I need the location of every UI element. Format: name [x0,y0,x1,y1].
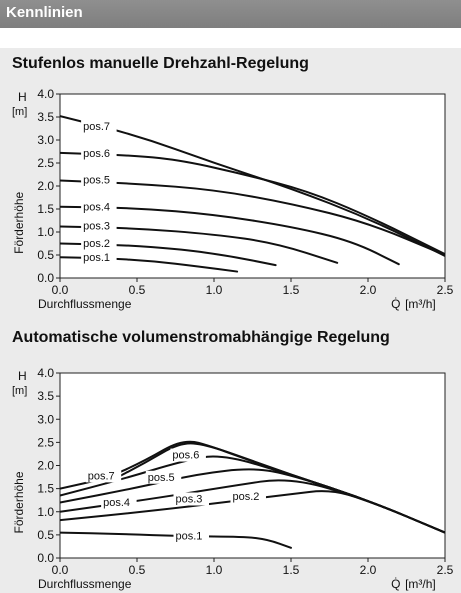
chart1-ytick-label: 2.0 [37,179,54,193]
chart2-series-label-bg [85,469,122,483]
chart2-ytick-label: 4.0 [37,366,54,380]
chart1-xtick-label: 1.0 [206,283,223,297]
chart2-ytick-label: 3.5 [37,389,54,403]
chart2-series-label-bg [170,448,206,462]
chart2-series-label-pos4: pos.4 [103,497,130,509]
chart1-xtick-label: 0.0 [52,283,69,297]
chart2-ytick-label: 0.5 [37,528,54,542]
chart1-ylabel: Förderhöhe [12,191,26,253]
chart1-ytick-label: 4.0 [37,87,54,101]
chart1-xlabel-symbol: Q̇ [391,297,400,311]
chart2-xlabel: Durchflussmenge [38,577,132,591]
chart2-ytick-label: 2.0 [37,459,54,473]
chart1-ytick-label: 1.5 [37,202,54,216]
chart2-ylabel-unit: [m] [12,385,27,397]
chart1-ytick-label: 0.5 [37,248,54,262]
chart2-automatic-flow-control: 0.0 0.5 1.0 1.5 2.0 2.5 3.0 3.5 4.0 0.0 0.5 1.0 1.5 2… [12,366,454,591]
chart2-series-label-pos7: pos.7 [88,470,115,482]
chart2-ytick-label: 2.5 [37,435,54,449]
chart2-series-label-bg [145,470,182,484]
chart2-ytick-label: 0.0 [37,551,54,565]
chart1-series-label-bg [81,200,117,214]
chart1-xtick-label: 1.5 [283,283,300,297]
chart2-series-label-pos2: pos.2 [232,491,259,503]
header-bar: Kennlinien [0,0,461,28]
chart2-title: Automatische volumenstromabhängige Regel… [12,329,390,346]
chart1-ylabel-symbol: H [18,90,27,104]
chart1-title: Stufenlos manuelle Drehzahl-Regelung [12,55,309,72]
chart2-series-label-pos5: pos.5 [148,472,175,484]
chart2-ylabel-symbol: H [18,369,27,383]
chart2-xtick-label: 1.5 [283,563,300,577]
chart1-series-label-bg [81,173,117,187]
chart2-series-label-pos6: pos.6 [172,450,199,462]
header-title: Kennlinien [6,4,83,21]
chart2-xlabel-symbol: Q̇ [391,577,400,591]
chart1-plot-area [59,93,446,279]
chart1-series-label-bg [81,119,117,133]
chart1-series-pos1-line [60,256,239,273]
chart1-xlabel: Durchflussmenge [38,297,132,311]
chart2-ytick-label: 1.0 [37,505,54,519]
chart1-series-label-pos5: pos.5 [83,175,110,187]
chart2-series-label-bg [101,496,137,510]
chart2-xtick-label: 2.5 [437,563,454,577]
chart1-series-label-pos4: pos.4 [83,201,110,213]
chart2-series-pos1-line [60,531,292,549]
chart1-xlabel-unit: [m³/h] [405,297,436,311]
chart1-xtick-label: 2.5 [437,283,454,297]
chart1-ytick-label: 0.0 [37,271,54,285]
chart1-series-label-pos3: pos.3 [83,221,110,233]
chart2-ytick-label: 3.0 [37,412,54,426]
chart2-series-label-bg [230,490,266,504]
chart1-series-label-pos1: pos.1 [83,252,110,264]
chart1-series-label-bg [81,250,117,264]
chart2-xtick-label: 0.0 [52,563,69,577]
chart1-manual-speed-control: 0.0 0.5 1.0 1.5 2.0 2.5 3.0 3.5 4.0 0.0 0.5 1.0 1.5 2… [12,87,454,311]
chart1-ytick-label: 2.5 [37,156,54,170]
chart2-series-label-pos1: pos.1 [176,531,203,543]
chart1-ytick-label: 1.0 [37,225,54,239]
chart1-ylabel-unit: [m] [12,106,27,118]
chart1-series-label-bg [81,237,117,251]
chart2-series-label-pos3: pos.3 [176,494,203,506]
chart2-xtick-label: 1.0 [206,563,223,577]
chart1-ytick-label: 3.0 [37,133,54,147]
chart1-series-label-pos7: pos.7 [83,121,110,133]
chart2-xtick-label: 0.5 [129,563,146,577]
header-separator [0,28,461,48]
chart2-series-label-bg [173,529,209,543]
chart2-ylabel: Förderhöhe [12,471,26,533]
chart1-series-label-pos2: pos.2 [83,238,110,250]
chart2-plot-area [59,372,446,559]
chart1-series-label-pos6: pos.6 [83,148,110,160]
chart2-xlabel-unit: [m³/h] [405,577,436,591]
chart2-series-label-bg [173,492,209,506]
chart1-series-label-bg [81,147,117,161]
chart1-xtick-label: 0.5 [129,283,146,297]
chart1-xtick-label: 2.0 [360,283,377,297]
chart1-series-label-bg [81,219,117,233]
chart1-ytick-label: 3.5 [37,110,54,124]
chart2-ytick-label: 1.5 [37,482,54,496]
chart2-xtick-label: 2.0 [360,563,377,577]
